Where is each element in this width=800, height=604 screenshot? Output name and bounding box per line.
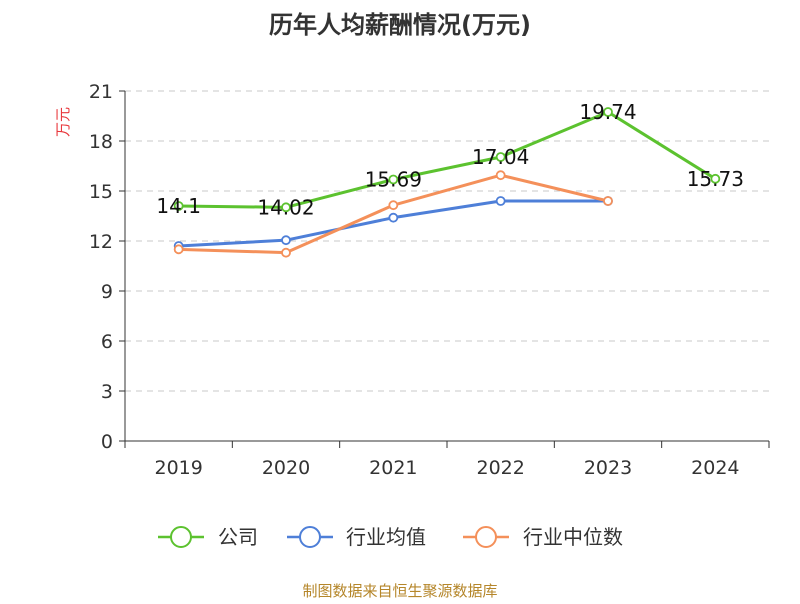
- chart-title: 历年人均薪酬情况(万元): [269, 11, 531, 39]
- y-tick-label: 0: [101, 431, 113, 453]
- legend-item[interactable]: 行业中位数: [463, 525, 623, 549]
- series-line: [178, 110, 717, 209]
- y-axis-label: 万元: [54, 107, 72, 137]
- legend[interactable]: 公司 行业均值 行业中位数: [158, 525, 623, 549]
- data-label: 15.69: [365, 168, 422, 192]
- x-tick-label: 2019: [154, 457, 202, 479]
- data-point: [388, 200, 399, 211]
- x-tick-label: 2024: [691, 457, 739, 479]
- data-point: [173, 244, 184, 255]
- y-tick-label: 12: [89, 231, 113, 253]
- data-point: [603, 196, 613, 206]
- grid: [125, 90, 769, 392]
- legend-label: 行业中位数: [523, 525, 623, 549]
- series-2: [173, 170, 613, 258]
- data-point: [281, 235, 291, 246]
- data-point: [388, 174, 399, 185]
- y-tick-label: 3: [101, 381, 113, 403]
- data-label: 19.74: [579, 100, 636, 124]
- x-tick-label: 2023: [584, 457, 632, 479]
- data-point: [495, 170, 506, 181]
- y-tick-label: 21: [89, 81, 113, 103]
- legend-label: 行业均值: [346, 525, 426, 549]
- data-point: [710, 173, 721, 184]
- series: [173, 107, 721, 258]
- legend-marker: [170, 526, 192, 548]
- x-tick-label: 2021: [369, 457, 417, 479]
- legend-label: 公司: [218, 525, 258, 549]
- legend-item[interactable]: 行业均值: [287, 525, 426, 549]
- data-label: 14.02: [257, 195, 314, 219]
- data-label: 17.04: [472, 145, 529, 169]
- legend-marker: [475, 526, 497, 548]
- y-tick-label: 15: [89, 181, 113, 203]
- data-label: 15.73: [687, 167, 744, 191]
- series-0: [173, 107, 721, 213]
- axes: 0 3 6 9 12 15 18 21 2019 2020 2021 2022 2023 2024: [89, 81, 770, 479]
- data-point: [495, 196, 506, 206]
- source-note: 制图数据来自恒生聚源数据库: [302, 582, 497, 600]
- x-tick-label: 2020: [262, 457, 310, 479]
- data-point: [281, 247, 291, 258]
- data-point: [495, 152, 506, 162]
- data-point: [603, 107, 613, 117]
- data-labels: 14.1 14.02 15.69 17.04 19.74 15.73: [156, 100, 744, 219]
- data-label: 14.1: [156, 194, 201, 218]
- x-tick-label: 2022: [476, 457, 524, 479]
- data-point: [173, 201, 184, 211]
- y-tick-label: 9: [101, 281, 113, 303]
- data-point: [388, 212, 399, 223]
- data-point: [281, 202, 291, 213]
- y-tick-label: 18: [89, 131, 113, 153]
- legend-item[interactable]: 公司: [158, 525, 258, 549]
- y-tick-label: 6: [101, 331, 113, 353]
- legend-marker: [299, 526, 321, 548]
